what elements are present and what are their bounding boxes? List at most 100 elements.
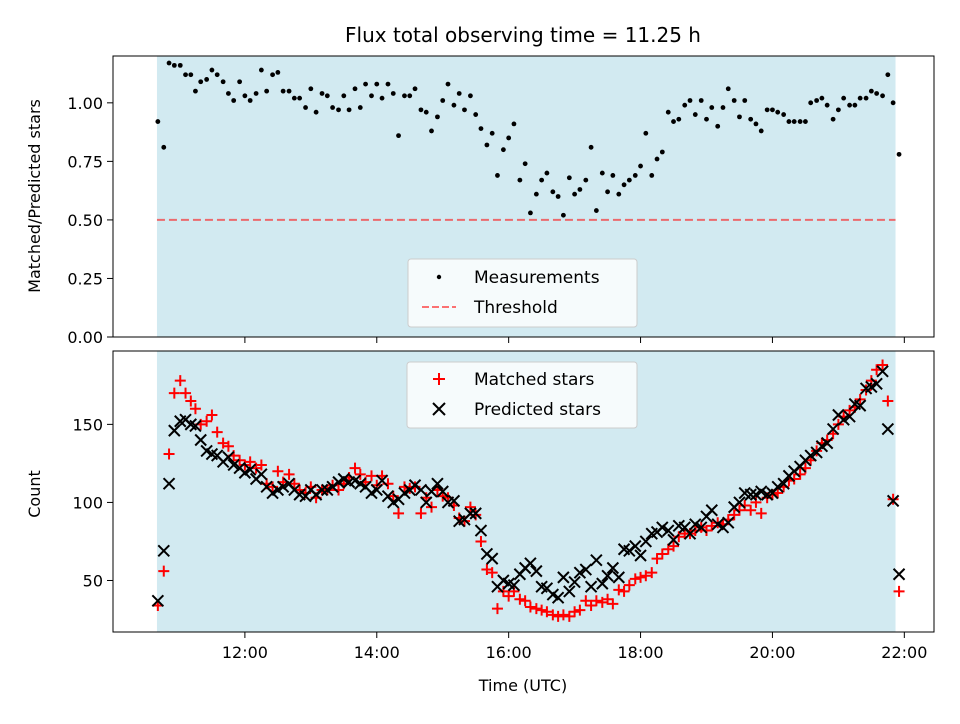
measurement-point xyxy=(330,105,335,110)
matched-star-point xyxy=(739,500,751,512)
x-tick-label: 16:00 xyxy=(486,643,532,662)
measurement-point xyxy=(374,81,380,87)
measurement-point xyxy=(731,98,737,103)
measurement-point xyxy=(682,102,688,108)
matched-star-point xyxy=(668,540,680,552)
measurement-point xyxy=(468,93,473,99)
legend-measurements-marker xyxy=(436,274,442,280)
matched-star-point xyxy=(168,387,180,399)
predicted-star-point xyxy=(568,575,581,589)
x-tick-label: 14:00 xyxy=(354,643,400,662)
measurement-point xyxy=(638,163,643,169)
matched-star-point xyxy=(206,409,218,421)
x-tick-label: 22:00 xyxy=(881,643,927,662)
matched-star-point xyxy=(860,384,872,396)
measurement-point xyxy=(803,119,808,124)
predicted-star-point xyxy=(255,468,268,481)
measurement-point xyxy=(423,109,429,115)
measurement-point xyxy=(605,189,610,195)
predicted-star-point xyxy=(431,477,444,490)
predicted-star-point xyxy=(656,521,669,534)
measurement-point xyxy=(220,79,226,85)
measurement-point xyxy=(319,91,325,96)
matched-star-point xyxy=(398,481,410,493)
measurement-point xyxy=(369,93,374,99)
measurement-point xyxy=(725,86,731,92)
measurement-point xyxy=(500,147,506,153)
measurement-point xyxy=(363,81,368,87)
measurement-point xyxy=(346,107,352,113)
measurement-point xyxy=(478,126,484,131)
predicted-star-point xyxy=(375,474,389,487)
matched-star-point xyxy=(491,603,503,615)
measurement-point xyxy=(715,123,721,129)
predicted-star-point xyxy=(189,419,202,433)
predicted-star-point xyxy=(425,485,438,498)
matched-star-point xyxy=(272,465,284,477)
matched-star-point xyxy=(728,509,740,521)
predicted-star-point xyxy=(436,485,449,498)
legend-threshold-label: Threshold xyxy=(473,298,558,318)
legend-measurements-label: Measurements xyxy=(474,268,600,288)
measurement-point xyxy=(313,109,319,115)
measurement-point xyxy=(275,69,281,75)
measurement-point xyxy=(560,212,566,218)
predicted-star-point xyxy=(551,591,565,604)
predicted-star-point xyxy=(414,483,428,497)
measurement-point xyxy=(896,151,902,157)
measurement-point xyxy=(379,95,385,101)
measurement-point xyxy=(709,105,715,110)
measurement-point xyxy=(286,88,292,94)
predicted-star-point xyxy=(469,507,482,520)
x-tick-label: 18:00 xyxy=(617,643,663,662)
measurement-point xyxy=(797,119,803,124)
predicted-star-point xyxy=(557,571,570,584)
matched-star-point xyxy=(464,501,476,513)
measurement-point xyxy=(791,119,797,124)
matched-star-point xyxy=(415,507,427,519)
predicted-star-point xyxy=(474,524,488,537)
measurement-point xyxy=(407,93,413,99)
measurement-point xyxy=(737,114,742,120)
matched-star-point xyxy=(772,487,784,499)
measurement-point xyxy=(880,93,885,99)
top-y-tick-label: 0.50 xyxy=(67,211,103,230)
measurement-point xyxy=(511,121,517,127)
matched-star-point xyxy=(882,395,894,407)
matched-star-point xyxy=(354,468,366,480)
measurement-point xyxy=(775,109,781,115)
bottom-plot-frame xyxy=(112,350,935,633)
x-axis-label: Time (UTC) xyxy=(478,676,567,695)
top-y-tick-label: 0.00 xyxy=(67,328,103,347)
matched-star-point xyxy=(536,604,548,616)
measurement-point xyxy=(171,62,177,68)
matched-star-point xyxy=(486,567,498,579)
measurement-point xyxy=(687,98,693,103)
matched-star-point xyxy=(613,584,625,596)
measurement-point xyxy=(297,95,303,101)
top-y-tick-label: 0.75 xyxy=(67,152,103,171)
matched-star-point xyxy=(629,573,641,585)
matched-star-point xyxy=(222,440,234,452)
matched-star-point xyxy=(158,565,170,577)
measurement-point xyxy=(385,81,391,87)
measurement-point xyxy=(764,107,770,113)
matched-star-point xyxy=(475,535,487,547)
bottom-y-axis-label: Count xyxy=(25,470,44,518)
predicted-star-point xyxy=(705,504,718,517)
measurement-point xyxy=(303,105,308,110)
measurement-point xyxy=(390,91,396,96)
measurement-point xyxy=(324,93,330,99)
measurement-point xyxy=(445,81,451,87)
measurement-point xyxy=(231,98,237,103)
measurement-point xyxy=(352,86,358,92)
predicted-star-point xyxy=(777,477,790,490)
legend-predicted-marker xyxy=(432,402,446,416)
matched-star-point xyxy=(755,507,767,519)
measurement-point xyxy=(522,161,528,167)
top-y-tick-label: 0.25 xyxy=(67,269,103,288)
measurement-point xyxy=(819,95,825,101)
predicted-star-point xyxy=(420,496,433,509)
measurement-point xyxy=(643,130,649,136)
measurement-point xyxy=(588,144,594,150)
